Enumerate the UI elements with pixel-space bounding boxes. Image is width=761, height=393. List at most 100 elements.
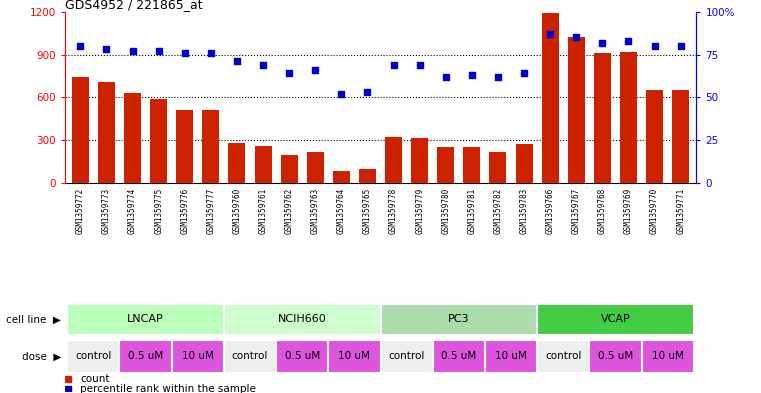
Point (622, 38, 635, 44)
Bar (276, 340, 328, 373)
Bar (542, 13, 559, 183)
Point (518, 70, 530, 77)
Bar (620, 51, 637, 183)
Text: cell line  ▶: cell line ▶ (6, 314, 61, 324)
Point (100, 46, 113, 53)
Bar (67, 304, 224, 335)
Bar (119, 340, 172, 373)
Text: GSM1359778: GSM1359778 (389, 188, 398, 235)
Text: GSM1359770: GSM1359770 (650, 188, 659, 235)
Point (205, 50, 217, 56)
Bar (281, 155, 298, 183)
Bar (485, 340, 537, 373)
Bar (411, 138, 428, 183)
Text: 0.5 uM: 0.5 uM (285, 351, 320, 362)
Point (648, 43, 661, 49)
Text: 10 uM: 10 uM (339, 351, 371, 362)
Point (231, 58, 243, 64)
Text: GSM1359766: GSM1359766 (546, 188, 555, 235)
Bar (333, 171, 350, 183)
Bar (537, 304, 694, 335)
Point (674, 43, 686, 49)
Bar (224, 340, 276, 373)
Text: VCAP: VCAP (600, 314, 630, 324)
Bar (380, 304, 537, 335)
Bar (98, 82, 115, 183)
Text: 0.5 uM: 0.5 uM (128, 351, 163, 362)
Text: 0.5 uM: 0.5 uM (441, 351, 476, 362)
Text: GSM1359764: GSM1359764 (337, 188, 345, 235)
Bar (594, 53, 611, 183)
Point (179, 50, 191, 56)
Text: 10 uM: 10 uM (651, 351, 683, 362)
Text: 10 uM: 10 uM (182, 351, 214, 362)
Bar (672, 90, 689, 183)
Bar (150, 99, 167, 183)
Point (440, 73, 452, 80)
Text: GSM1359767: GSM1359767 (572, 188, 581, 235)
Text: control: control (75, 351, 112, 362)
Text: GSM1359783: GSM1359783 (520, 188, 529, 235)
Text: 10 uM: 10 uM (495, 351, 527, 362)
Bar (385, 137, 402, 183)
Point (257, 62, 269, 68)
Point (413, 62, 425, 68)
Text: dose  ▶: dose ▶ (21, 351, 61, 362)
Point (75, 43, 87, 49)
Text: GSM1359761: GSM1359761 (259, 188, 268, 235)
Text: PC3: PC3 (448, 314, 470, 324)
Text: GSM1359762: GSM1359762 (285, 188, 294, 235)
Point (336, 91, 348, 97)
Text: control: control (232, 351, 268, 362)
Bar (202, 110, 219, 183)
Bar (177, 110, 193, 183)
Bar (72, 77, 89, 183)
Text: GSM1359772: GSM1359772 (76, 188, 84, 235)
Point (126, 48, 139, 54)
Bar (228, 143, 246, 183)
Point (361, 89, 374, 95)
Text: GSM1359776: GSM1359776 (180, 188, 189, 235)
Text: GSM1359769: GSM1359769 (624, 188, 633, 235)
Text: GSM1359773: GSM1359773 (102, 188, 111, 235)
Text: GSM1359760: GSM1359760 (232, 188, 241, 235)
Text: GSM1359780: GSM1359780 (441, 188, 451, 235)
Bar (172, 340, 224, 373)
Text: control: control (388, 351, 425, 362)
Text: GDS4952 / 221865_at: GDS4952 / 221865_at (65, 0, 202, 11)
Bar (124, 93, 141, 183)
Text: LNCAP: LNCAP (127, 314, 164, 324)
Point (597, 39, 609, 46)
Bar (433, 340, 485, 373)
Text: GSM1359782: GSM1359782 (493, 188, 502, 235)
Bar (646, 90, 663, 183)
Bar (589, 340, 642, 373)
Bar (463, 147, 480, 183)
Text: GSM1359774: GSM1359774 (128, 188, 137, 235)
Bar (224, 304, 380, 335)
Text: GSM1359775: GSM1359775 (154, 188, 163, 235)
Point (544, 31, 556, 37)
Text: 0.5 uM: 0.5 uM (598, 351, 633, 362)
Bar (489, 152, 506, 183)
Text: GSM1359763: GSM1359763 (310, 188, 320, 235)
Text: count: count (80, 374, 110, 384)
Bar (438, 147, 454, 183)
Bar (642, 340, 694, 373)
Text: GSM1359768: GSM1359768 (598, 188, 607, 235)
Bar (307, 152, 323, 183)
Bar (67, 340, 119, 373)
Point (387, 62, 400, 68)
Bar (359, 169, 376, 183)
Bar (255, 147, 272, 183)
Bar (537, 340, 589, 373)
Point (309, 67, 321, 73)
Text: control: control (545, 351, 581, 362)
Text: GSM1359765: GSM1359765 (363, 188, 372, 235)
Text: GSM1359781: GSM1359781 (467, 188, 476, 235)
Text: GSM1359777: GSM1359777 (206, 188, 215, 235)
Bar (515, 144, 533, 183)
Point (283, 70, 295, 77)
Bar (568, 37, 584, 183)
Text: percentile rank within the sample: percentile rank within the sample (80, 384, 256, 393)
